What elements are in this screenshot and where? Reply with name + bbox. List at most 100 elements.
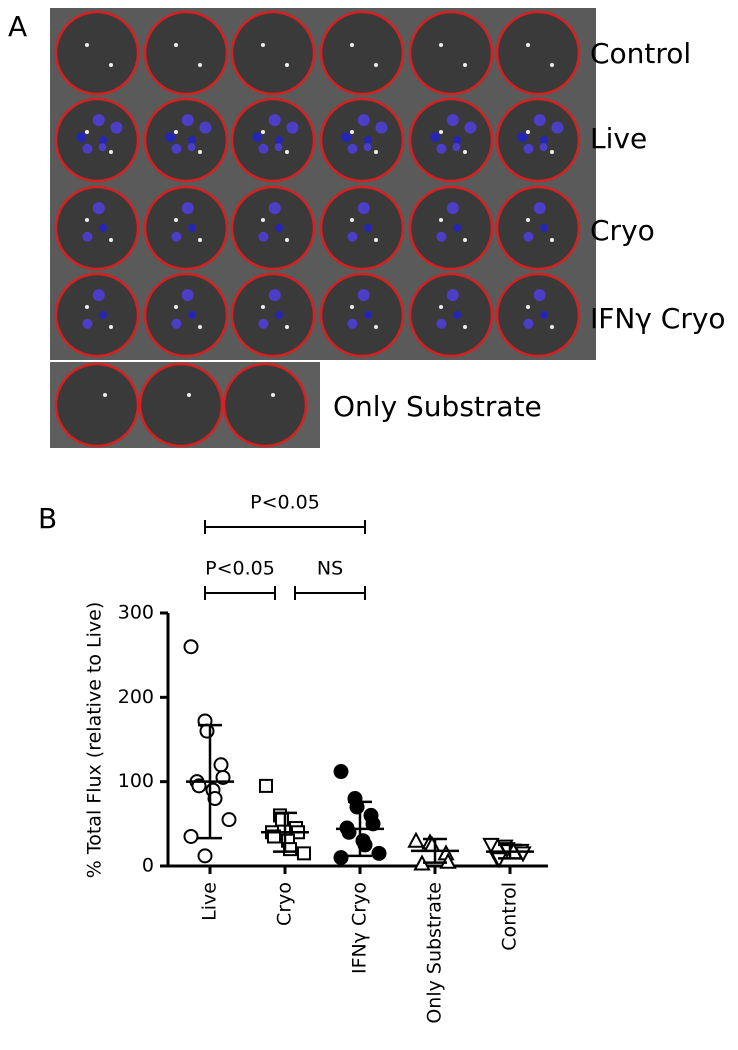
data-point bbox=[365, 816, 381, 832]
signal bbox=[258, 318, 269, 329]
signal bbox=[82, 318, 93, 329]
signal bbox=[540, 311, 548, 319]
data-point bbox=[207, 791, 223, 807]
well bbox=[319, 10, 405, 96]
signal bbox=[517, 132, 528, 143]
significance-label: NS bbox=[317, 558, 343, 580]
signal bbox=[181, 114, 194, 127]
signal bbox=[76, 132, 87, 143]
signal bbox=[181, 289, 194, 302]
well-glare bbox=[439, 218, 443, 222]
well-glare bbox=[285, 63, 289, 67]
well-glare bbox=[526, 43, 530, 47]
signal bbox=[341, 132, 352, 143]
row-label: Control bbox=[590, 37, 691, 70]
x-tick-label: Only Substrate bbox=[424, 882, 446, 1024]
signal bbox=[375, 121, 388, 134]
well-glare bbox=[198, 150, 202, 154]
significance-label: P<0.05 bbox=[250, 492, 320, 514]
well-glare bbox=[550, 150, 554, 154]
signal bbox=[275, 311, 283, 319]
signal bbox=[347, 318, 358, 329]
signal bbox=[171, 231, 182, 242]
signal bbox=[92, 114, 105, 127]
signal bbox=[171, 143, 182, 154]
well bbox=[143, 272, 229, 358]
well-glare bbox=[550, 325, 554, 329]
well-glare bbox=[463, 63, 467, 67]
row-label: Cryo bbox=[590, 214, 655, 247]
well bbox=[230, 272, 316, 358]
signal bbox=[92, 202, 105, 215]
well bbox=[222, 362, 308, 448]
data-point bbox=[333, 764, 349, 780]
y-tick-label: 200 bbox=[118, 686, 154, 708]
signal bbox=[523, 143, 534, 154]
signal bbox=[464, 121, 477, 134]
signal bbox=[82, 231, 93, 242]
signal bbox=[268, 114, 281, 127]
well-glare bbox=[374, 238, 378, 242]
row-label: Live bbox=[590, 122, 647, 155]
well bbox=[495, 272, 581, 358]
well bbox=[143, 10, 229, 96]
signal bbox=[430, 132, 441, 143]
well bbox=[54, 272, 140, 358]
well-glare bbox=[350, 218, 354, 222]
well-glare bbox=[261, 218, 265, 222]
well-glare bbox=[550, 238, 554, 242]
x-tick-label: IFNγ Cryo bbox=[349, 882, 371, 974]
data-point bbox=[259, 778, 273, 793]
well-glare bbox=[85, 305, 89, 309]
panel-label: B bbox=[38, 502, 57, 535]
signal bbox=[171, 318, 182, 329]
data-point bbox=[183, 639, 199, 655]
well bbox=[54, 362, 140, 448]
signal bbox=[540, 224, 548, 232]
signal bbox=[523, 231, 534, 242]
data-point bbox=[199, 723, 215, 739]
well-glare bbox=[285, 238, 289, 242]
well-glare bbox=[174, 218, 178, 222]
signal bbox=[357, 114, 370, 127]
signal bbox=[364, 136, 372, 144]
signal bbox=[364, 224, 372, 232]
well bbox=[143, 185, 229, 271]
signal bbox=[453, 224, 461, 232]
x-tick-label: Live bbox=[199, 882, 221, 921]
y-axis-label: % Total Flux (relative to Live) bbox=[84, 602, 106, 878]
signal bbox=[275, 224, 283, 232]
signal bbox=[199, 121, 212, 134]
well bbox=[54, 10, 140, 96]
well-glare bbox=[526, 305, 530, 309]
signal bbox=[540, 136, 548, 144]
well bbox=[54, 97, 140, 183]
signal bbox=[99, 136, 107, 144]
well-glare bbox=[198, 238, 202, 242]
data-point bbox=[213, 757, 229, 773]
wells bbox=[54, 10, 581, 448]
well bbox=[408, 272, 494, 358]
signal bbox=[286, 121, 299, 134]
well bbox=[230, 97, 316, 183]
well bbox=[408, 10, 494, 96]
panel-label: A bbox=[8, 10, 27, 43]
signal bbox=[181, 202, 194, 215]
signal bbox=[188, 311, 196, 319]
signal bbox=[347, 143, 358, 154]
signal bbox=[187, 143, 196, 152]
well-glare bbox=[198, 325, 202, 329]
well bbox=[319, 185, 405, 271]
row-label: Only Substrate bbox=[333, 390, 542, 423]
signal bbox=[363, 143, 372, 152]
signal bbox=[446, 114, 459, 127]
signal bbox=[436, 143, 447, 154]
well-glare bbox=[85, 43, 89, 47]
well-glare bbox=[463, 325, 467, 329]
well-glare bbox=[350, 130, 354, 134]
row-label: IFNγ Cryo bbox=[590, 302, 726, 335]
well-glare bbox=[526, 218, 530, 222]
signal bbox=[357, 289, 370, 302]
x-tick-label: Control bbox=[499, 882, 521, 951]
data-point bbox=[439, 852, 457, 869]
